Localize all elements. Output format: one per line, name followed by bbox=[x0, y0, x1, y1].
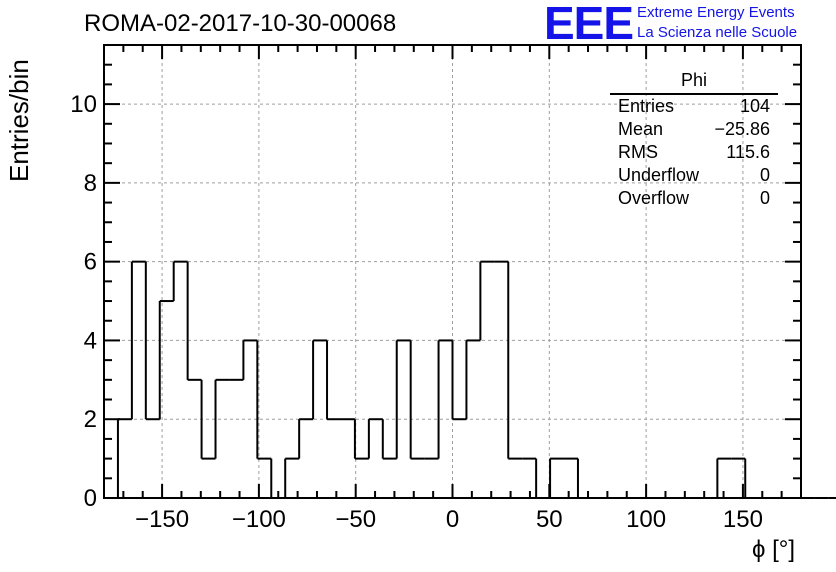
axis-ticks bbox=[103, 44, 802, 499]
y-tick-label: 10 bbox=[70, 91, 97, 118]
eee-logo-tagline-2: La Scienza nelle Scuole bbox=[637, 24, 798, 41]
y-tick-label: 4 bbox=[84, 327, 97, 354]
y-tick-label: 6 bbox=[84, 249, 97, 276]
x-tick-label: 150 bbox=[723, 506, 763, 533]
stats-row-overflow: Overflow 0 bbox=[610, 187, 778, 210]
y-axis-label: Entries/bin bbox=[4, 59, 34, 182]
eee-logo: EEE bbox=[544, 0, 634, 49]
x-tick-label: −150 bbox=[135, 506, 189, 533]
stats-title: Phi bbox=[610, 70, 778, 95]
y-tick-label: 8 bbox=[84, 170, 97, 197]
stats-label: Overflow bbox=[618, 188, 690, 208]
stats-row-entries: Entries 104 bbox=[610, 95, 778, 118]
stats-value: 115.6 bbox=[726, 142, 770, 162]
stats-value: −25.86 bbox=[714, 119, 770, 139]
tick-labels: −150 −100 −50 0 50 100 150 0 2 4 6 8 10 bbox=[70, 91, 763, 533]
stats-row-underflow: Underflow 0 bbox=[610, 164, 778, 187]
y-tick-label: 2 bbox=[84, 406, 97, 433]
stats-row-mean: Mean −25.86 bbox=[610, 118, 778, 141]
x-tick-label: 100 bbox=[626, 506, 666, 533]
stats-box: Phi Entries 104 Mean −25.86 RMS 115.6 Un… bbox=[610, 70, 778, 210]
stats-value: 0 bbox=[759, 165, 770, 185]
stats-label: Underflow bbox=[618, 165, 700, 185]
eee-logo-tagline-1: Extreme Energy Events bbox=[637, 4, 795, 21]
stats-label: Mean bbox=[618, 119, 664, 139]
stats-value: 104 bbox=[739, 96, 770, 116]
stats-row-rms: RMS 115.6 bbox=[610, 141, 778, 164]
x-tick-label: 50 bbox=[536, 506, 563, 533]
x-tick-label: −100 bbox=[232, 506, 286, 533]
x-axis-label: ϕ [°] bbox=[752, 536, 796, 563]
stats-label: Entries bbox=[618, 96, 675, 116]
x-tick-label: 0 bbox=[446, 506, 459, 533]
stats-label: RMS bbox=[618, 142, 658, 162]
y-tick-label: 0 bbox=[84, 485, 97, 512]
stats-value: 0 bbox=[759, 188, 770, 208]
x-tick-label: −50 bbox=[335, 506, 376, 533]
run-title: ROMA-02-2017-10-30-00068 bbox=[84, 10, 397, 37]
